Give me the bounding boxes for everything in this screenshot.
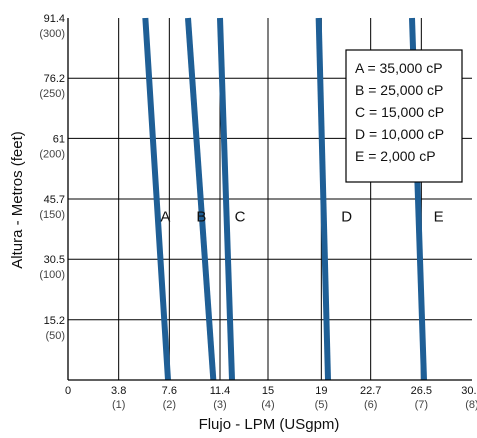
legend-entry-2: B = 25,000 cP — [355, 82, 443, 98]
x-tick-sub-label--8-: (8) — [465, 399, 477, 411]
x-tick-sub-label--2-: (2) — [163, 399, 176, 411]
x-tick-sub-label--7-: (7) — [415, 399, 428, 411]
x-tick-sub-label--5-: (5) — [315, 399, 328, 411]
series-label-d: D — [341, 209, 352, 226]
series-label-e: E — [434, 209, 444, 226]
y-axis-label: Altura - Metros (feet) — [9, 131, 26, 269]
series-line-d — [315, 17, 331, 381]
x-axis-label: Flujo - LPM (USgpm) — [199, 416, 340, 433]
legend-entry-3: C = 15,000 cP — [355, 104, 444, 120]
legend-entry-4: D = 10,000 cP — [355, 126, 444, 142]
series-line-c — [217, 17, 235, 381]
x-tick-label-0: 0 — [65, 385, 71, 397]
series-labels: A B C D E — [160, 209, 443, 226]
y-tick-label-76-2: 76.2 — [44, 73, 65, 85]
y-tick-sub-label--50-: (50) — [45, 330, 65, 342]
x-tick-sub-label--1-: (1) — [112, 399, 125, 411]
y-tick-sub-label--150-: (150) — [39, 209, 65, 221]
series-label-a: A — [160, 209, 170, 226]
legend-box — [345, 49, 463, 183]
x-tick-label-15: 15 — [262, 385, 274, 397]
x-tick-sub-label--6-: (6) — [364, 399, 377, 411]
x-tick-label-3-8: 3.8 — [111, 385, 126, 397]
y-tick-label-91-4: 91.4 — [44, 13, 65, 25]
y-tick-label-45-7: 45.7 — [44, 194, 65, 206]
x-tick-label-26-5: 26.5 — [411, 385, 432, 397]
x-tick-label-22-7: 22.7 — [360, 385, 381, 397]
x-tick-label-19: 19 — [315, 385, 327, 397]
series-line-a — [142, 17, 171, 381]
y-tick-sub-label--250-: (250) — [39, 88, 65, 100]
x-tick-sub-label--3-: (3) — [213, 399, 226, 411]
x-tick-label-11-4: 11.4 — [210, 385, 231, 397]
y-tick-sub-label--100-: (100) — [39, 269, 65, 281]
x-tick-label-30-3: 30.3 — [461, 385, 477, 397]
tick-labels: 0 3.8 (1) 7.6 (2) 11.4 (3) 15 (4) 19 (5) 22.7 (6) 26.… — [39, 13, 477, 411]
series-line-b — [185, 17, 217, 381]
y-tick-sub-label--300-: (300) — [39, 28, 65, 40]
y-tick-label-30-5: 30.5 — [44, 254, 65, 266]
plot-frame — [67, 18, 472, 381]
legend: A = 35,000 cP B = 25,000 cP C = 15,000 cP D… — [345, 49, 463, 183]
series-label-b: B — [196, 209, 206, 226]
y-tick-label-61: 61 — [53, 133, 65, 145]
y-tick-sub-label--200-: (200) — [39, 148, 65, 160]
series-label-c: C — [235, 209, 246, 226]
x-tick-label-7-6: 7.6 — [162, 385, 177, 397]
x-tick-sub-label--4-: (4) — [261, 399, 274, 411]
y-tick-label-15-2: 15.2 — [44, 315, 65, 327]
legend-entry-1: A = 35,000 cP — [355, 60, 443, 76]
legend-entry-5: E = 2,000 cP — [355, 148, 436, 164]
